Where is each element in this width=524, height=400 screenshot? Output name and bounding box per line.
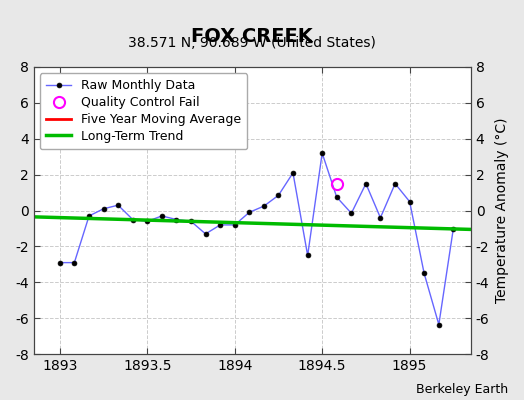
Raw Monthly Data <box>348 211 355 216</box>
Raw Monthly Data <box>334 195 340 200</box>
Raw Monthly Data <box>115 203 121 208</box>
Raw Monthly Data <box>275 193 281 198</box>
Raw Monthly Data <box>144 219 150 224</box>
Raw Monthly Data <box>129 217 136 222</box>
Raw Monthly Data <box>57 260 63 265</box>
Raw Monthly Data <box>232 222 238 227</box>
Title: FOX CREEK: FOX CREEK <box>191 27 313 46</box>
Raw Monthly Data <box>363 181 369 186</box>
Raw Monthly Data <box>71 260 78 265</box>
Raw Monthly Data <box>261 204 267 208</box>
Raw Monthly Data <box>304 253 311 258</box>
Raw Monthly Data <box>101 206 107 211</box>
Y-axis label: Temperature Anomaly (°C): Temperature Anomaly (°C) <box>495 118 509 303</box>
Raw Monthly Data <box>188 219 194 224</box>
Raw Monthly Data <box>421 271 427 276</box>
Line: Raw Monthly Data: Raw Monthly Data <box>58 151 456 327</box>
Raw Monthly Data <box>202 232 209 236</box>
Raw Monthly Data <box>407 199 413 204</box>
Raw Monthly Data <box>319 151 325 156</box>
Raw Monthly Data <box>246 210 253 215</box>
Raw Monthly Data <box>392 181 398 186</box>
Legend: Raw Monthly Data, Quality Control Fail, Five Year Moving Average, Long-Term Tren: Raw Monthly Data, Quality Control Fail, … <box>40 73 247 149</box>
Raw Monthly Data <box>290 170 296 175</box>
Raw Monthly Data <box>450 226 456 231</box>
Raw Monthly Data <box>86 214 92 218</box>
Raw Monthly Data <box>173 217 180 222</box>
Raw Monthly Data <box>377 215 384 220</box>
Raw Monthly Data <box>435 322 442 327</box>
Text: 38.571 N, 90.689 W (United States): 38.571 N, 90.689 W (United States) <box>128 36 376 50</box>
Raw Monthly Data <box>217 222 223 227</box>
Text: Berkeley Earth: Berkeley Earth <box>416 383 508 396</box>
Raw Monthly Data <box>159 214 165 218</box>
